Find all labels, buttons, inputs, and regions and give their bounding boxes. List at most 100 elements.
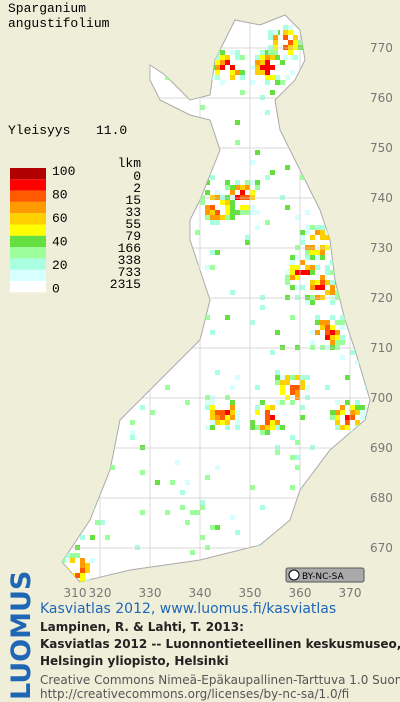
cell (265, 415, 270, 420)
cell (265, 70, 270, 75)
cell (225, 185, 230, 190)
cell (325, 345, 330, 350)
cell (293, 55, 298, 60)
cell (220, 415, 225, 420)
cell (245, 210, 250, 215)
cell (330, 260, 335, 265)
cell (270, 65, 275, 70)
cell (225, 420, 230, 425)
cell (290, 390, 295, 395)
cell (225, 425, 230, 430)
citation: Kasviatlas 2012 -- Luonnontieteellinen k… (40, 637, 400, 651)
y-coordinate: 700 (370, 391, 393, 405)
cell (240, 55, 245, 60)
cell (305, 295, 310, 300)
y-coordinate: 710 (370, 341, 393, 355)
cell (270, 425, 275, 430)
cell (215, 215, 220, 220)
cell (280, 375, 285, 380)
cell (250, 485, 255, 490)
cell (330, 280, 335, 285)
cell (295, 215, 300, 220)
cell (275, 375, 280, 380)
cell (290, 385, 295, 390)
cell (295, 385, 300, 390)
cell (350, 410, 355, 415)
cell (285, 280, 290, 285)
cell (220, 60, 225, 65)
cell (260, 295, 265, 300)
cell (305, 395, 310, 400)
cell (295, 245, 300, 250)
cell (273, 50, 278, 55)
cell (293, 40, 298, 45)
cell (290, 485, 295, 490)
cell (305, 265, 310, 270)
cell (273, 40, 278, 45)
cell (80, 535, 85, 540)
cell (315, 295, 320, 300)
cell (350, 405, 355, 410)
cell (185, 480, 190, 485)
cell (215, 195, 220, 200)
cell (320, 275, 325, 280)
cell (230, 75, 235, 80)
cell (335, 335, 340, 340)
cc-badge-text: BY-NC-SA (302, 572, 345, 582)
cell (255, 55, 260, 60)
cell (330, 285, 335, 290)
citation: Helsingin yliopisto, Helsinki (40, 654, 229, 668)
cell (310, 295, 315, 300)
cell (280, 345, 285, 350)
cell (240, 190, 245, 195)
cell (215, 420, 220, 425)
legend-swatch (10, 224, 46, 236)
cell (320, 285, 325, 290)
cell (240, 75, 245, 80)
cell (240, 90, 245, 95)
species-name: angustifolium (8, 16, 110, 31)
y-coordinate: 720 (370, 291, 393, 305)
cell (285, 380, 290, 385)
legend-swatch (10, 168, 46, 180)
cell (310, 250, 315, 255)
cell (230, 515, 235, 520)
count: 55 (125, 217, 141, 232)
cell (285, 375, 290, 380)
cell (230, 410, 235, 415)
cell (260, 55, 265, 60)
cell (205, 315, 210, 320)
cell (270, 75, 275, 80)
cell (305, 270, 310, 275)
y-coordinate: 740 (370, 191, 393, 205)
cell (295, 285, 300, 290)
cell (215, 55, 220, 60)
scale-label: 40 (52, 235, 68, 250)
legend-swatch (10, 281, 46, 293)
cell (310, 235, 315, 240)
cell (70, 553, 75, 558)
cell (215, 210, 220, 215)
cell (300, 375, 305, 380)
cell (335, 415, 340, 420)
cell (325, 245, 330, 250)
cell (190, 550, 195, 555)
cell (265, 50, 270, 55)
cell (315, 265, 320, 270)
cell (310, 340, 315, 345)
cell (290, 70, 295, 75)
cell (305, 245, 310, 250)
cell (325, 320, 330, 325)
cell (280, 80, 285, 85)
cell (210, 175, 215, 180)
scale-label: 80 (52, 188, 68, 203)
cell (225, 60, 230, 65)
cell (335, 340, 340, 345)
cell (240, 185, 245, 190)
cell (210, 195, 215, 200)
cell (305, 225, 310, 230)
cell (110, 465, 115, 470)
y-coordinate: 760 (370, 91, 393, 105)
cell (245, 195, 250, 200)
cell (330, 415, 335, 420)
